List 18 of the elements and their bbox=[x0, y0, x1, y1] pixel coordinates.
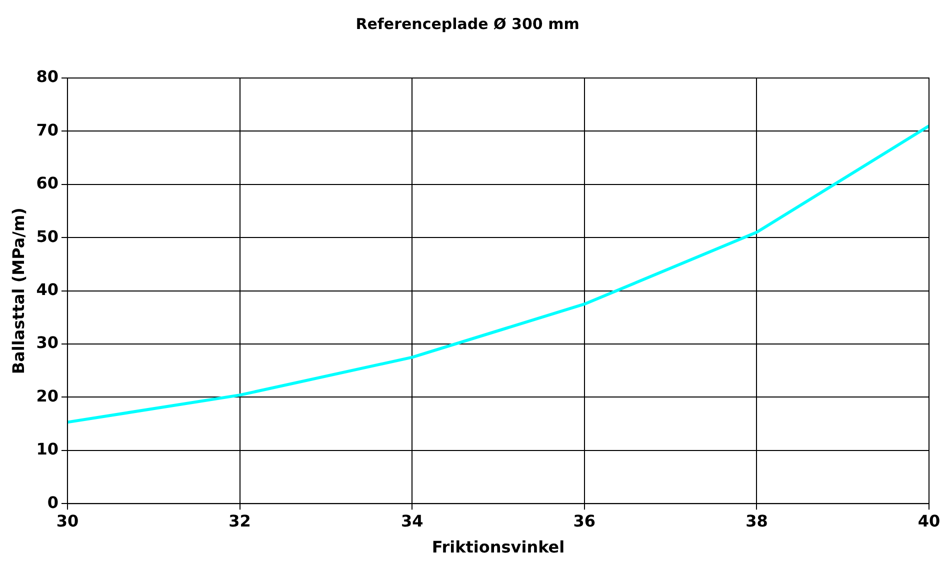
x-tick-label: 40 bbox=[918, 511, 940, 530]
y-tick-label: 60 bbox=[36, 174, 58, 193]
y-axis-title: Ballasttal (MPa/m) bbox=[8, 208, 28, 374]
y-tick-label: 40 bbox=[36, 280, 58, 299]
x-tick-label: 38 bbox=[746, 511, 768, 530]
x-tick-label: 30 bbox=[56, 511, 79, 530]
x-tick-label: 34 bbox=[400, 511, 424, 530]
y-tick-label: 10 bbox=[36, 440, 58, 459]
x-tick-label: 32 bbox=[228, 511, 251, 530]
chart-title: Referenceplade Ø 300 mm bbox=[356, 14, 580, 33]
y-tick-label: 30 bbox=[36, 333, 58, 352]
x-axis-title: Friktionsvinkel bbox=[432, 538, 565, 557]
y-tick-label: 0 bbox=[47, 492, 58, 512]
y-tick-label: 20 bbox=[36, 386, 58, 406]
y-tick-label: 80 bbox=[36, 67, 58, 86]
x-tick-label: 36 bbox=[573, 511, 596, 530]
y-tick-label: 70 bbox=[36, 120, 58, 140]
y-tick-label: 50 bbox=[36, 226, 58, 246]
